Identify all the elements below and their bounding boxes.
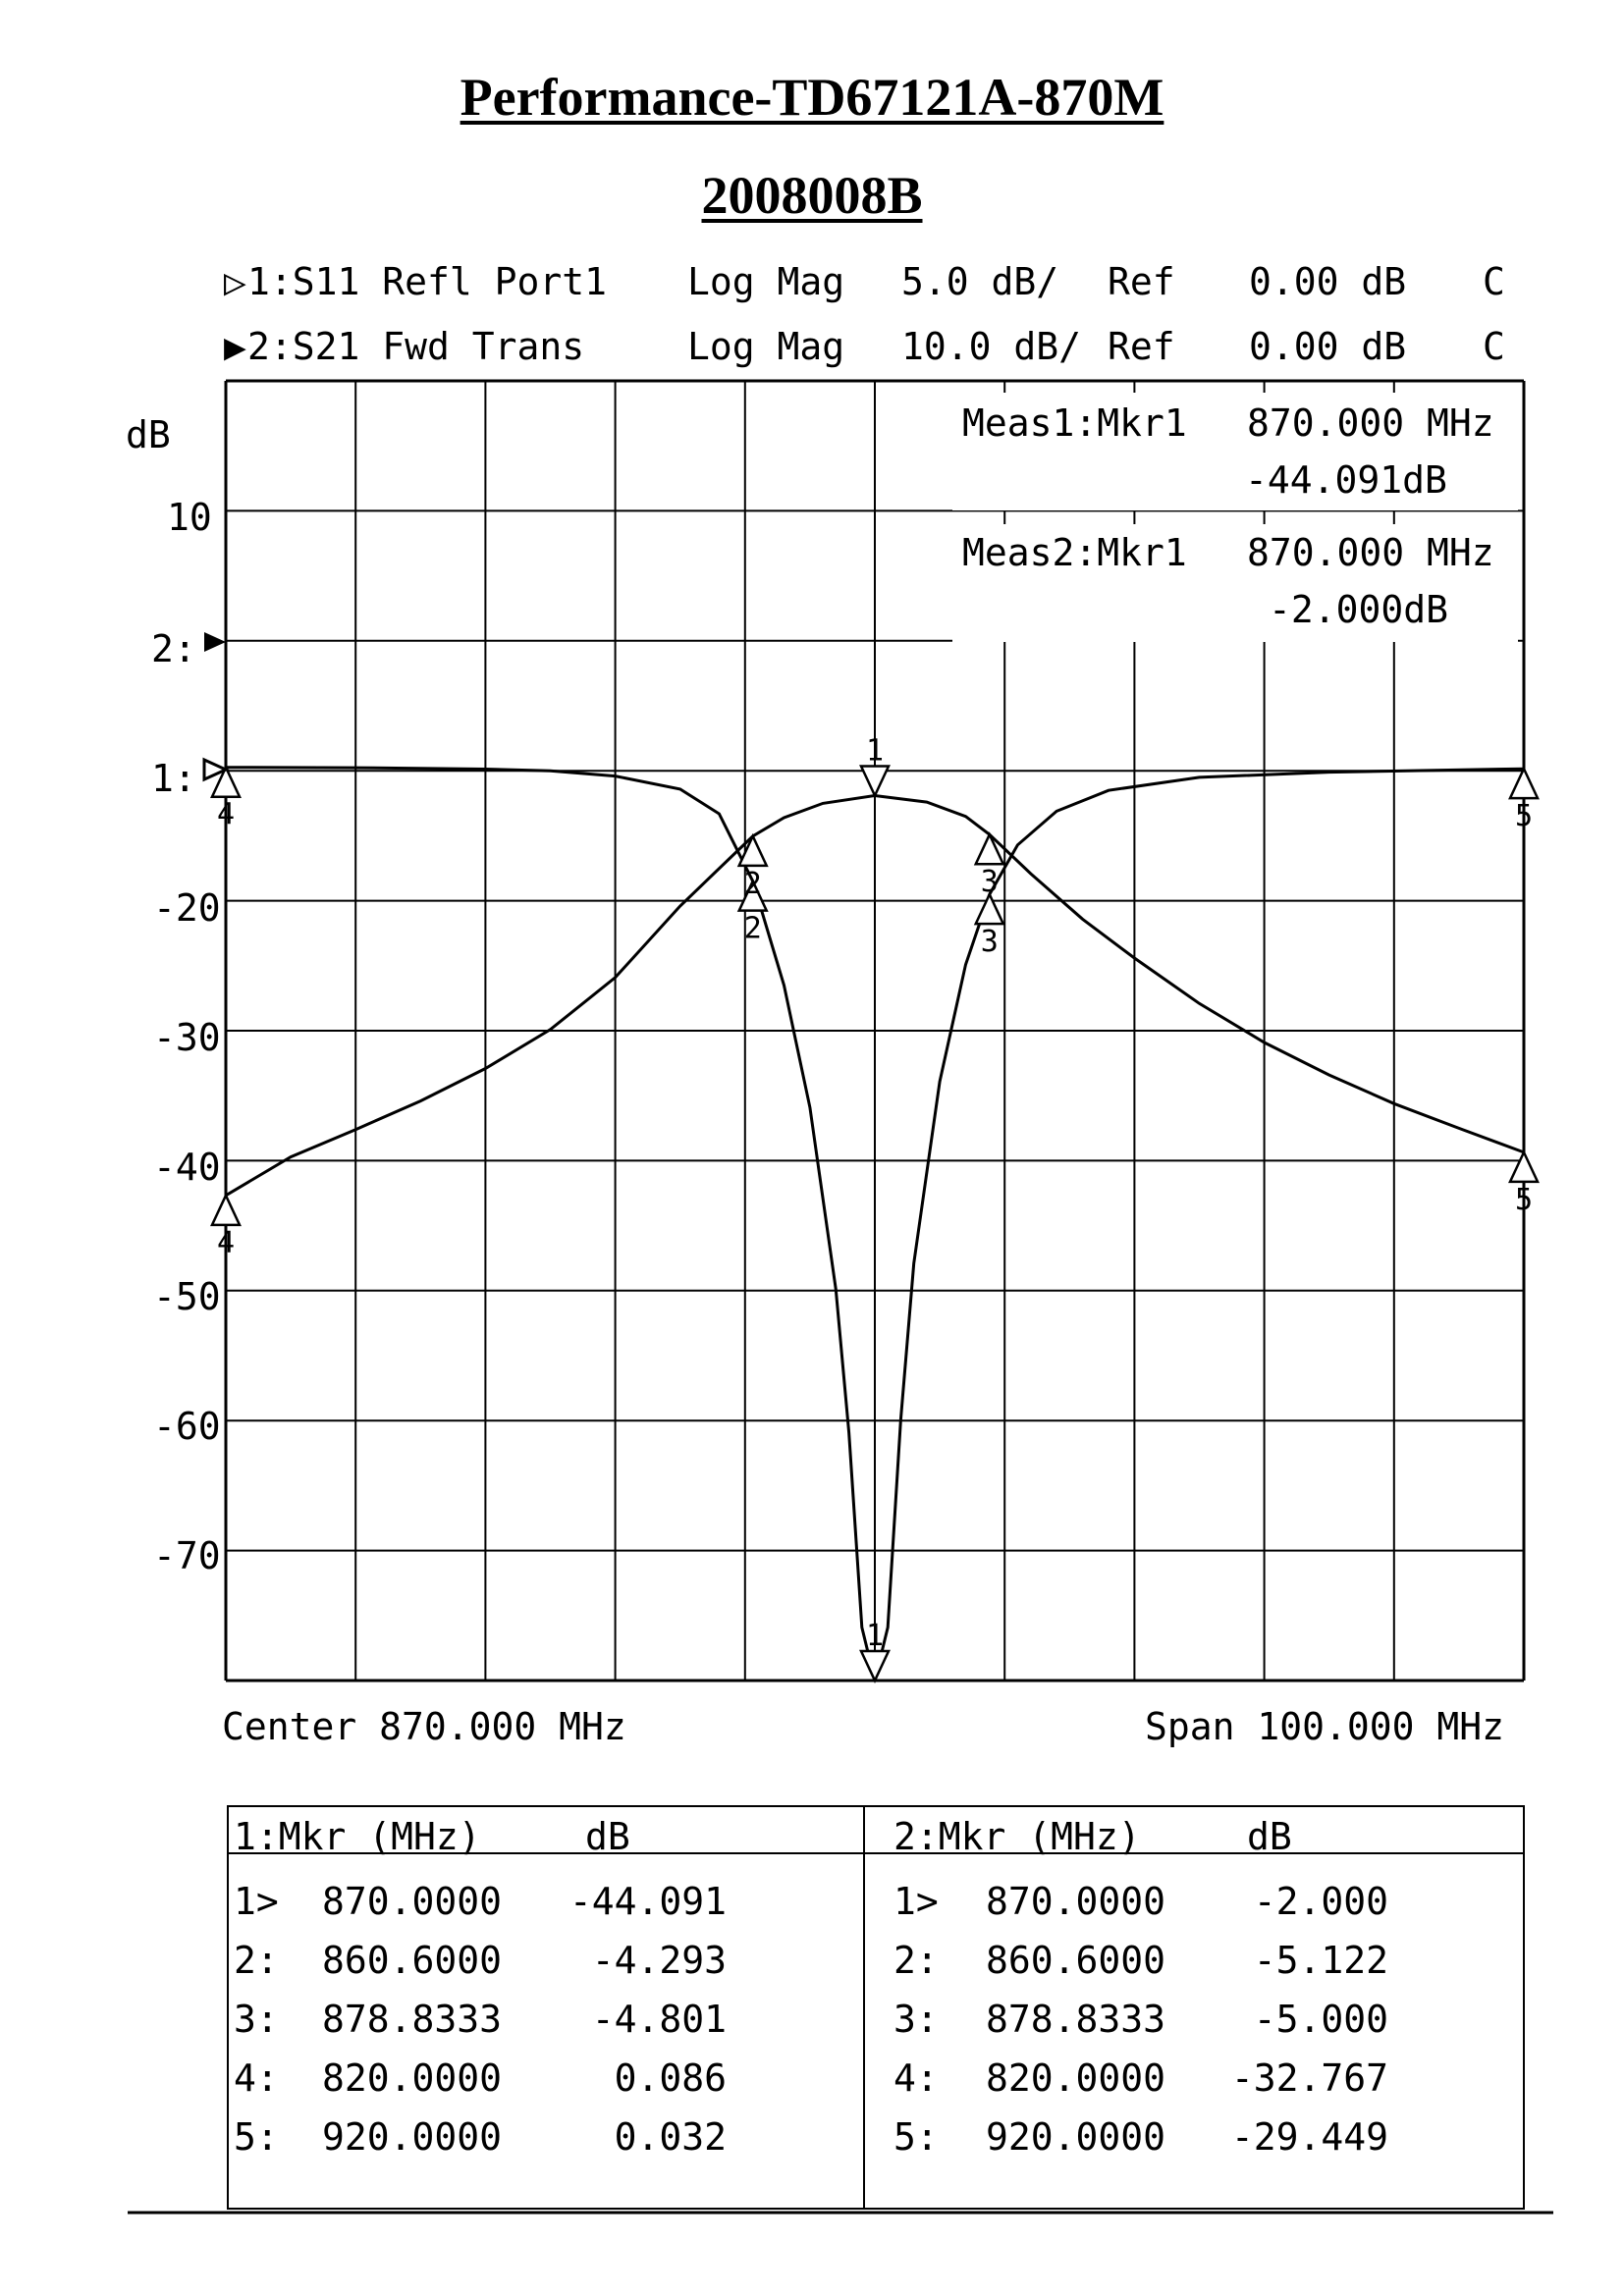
table-1-row-4-freq: 820.0000	[322, 2056, 502, 2100]
meas2-value: -2.000dB	[1269, 588, 1448, 631]
channel-1-ref: 0.00 dB	[1249, 260, 1406, 303]
marker-2-4	[210, 1192, 242, 1227]
table-1-row-4-db: 0.086	[615, 2056, 727, 2100]
channel-2-format: Log Mag	[687, 325, 844, 368]
marker-2-3-label: 3	[981, 865, 999, 899]
table-2-row-5-db: -29.449	[1231, 2115, 1388, 2159]
y-tick-minus-70: -70	[153, 1534, 221, 1577]
table-1-row-4-symbol: 4:	[234, 2056, 279, 2100]
marker-1-4-label: 4	[217, 798, 235, 832]
plot-markers: 1 2 3 4 5 1 2 3 4 5	[210, 733, 1540, 1683]
trace-2	[225, 793, 1525, 1198]
marker-1-5-label: 5	[1515, 799, 1533, 833]
meas2-freq: 870.000 MHz	[1247, 531, 1494, 574]
table-1-row-1-symbol: 1>	[234, 1880, 279, 1923]
marker-2-1-label: 1	[866, 733, 884, 768]
table-1-row-5-symbol: 5:	[234, 2115, 279, 2159]
table-2-row-3-freq: 878.8333	[986, 1998, 1165, 2041]
channel-header-1: ▷ 1:S11 Refl Port1 Log Mag 5.0 dB/ Ref 0…	[224, 260, 1505, 303]
channel-2-name: 2:S21 Fwd Trans	[247, 325, 584, 368]
table-2-row-3-symbol: 3:	[893, 1998, 939, 2041]
y-tick-minus-30: -30	[153, 1016, 221, 1059]
marker-2-2-label: 2	[744, 867, 762, 901]
marker-1-3-label: 3	[981, 925, 999, 959]
table-1-row-2-db: -4.293	[592, 1939, 727, 1982]
marker-1-1	[859, 1649, 891, 1683]
table-1-row-2-freq: 860.6000	[322, 1939, 502, 1982]
meas1-value: -44.091dB	[1245, 458, 1447, 502]
y-tick-10: 10	[167, 496, 212, 539]
center-frequency: Center 870.000 MHz	[222, 1705, 626, 1748]
y-axis-unit: dB	[126, 413, 171, 456]
table-1-row-5-freq: 920.0000	[322, 2115, 502, 2159]
marker-2-4-label: 4	[217, 1226, 235, 1260]
marker-2-5	[1508, 1148, 1540, 1184]
marker-2-5-label: 5	[1515, 1183, 1533, 1217]
channel-1-flag: C	[1483, 260, 1505, 303]
y-tick-minus-20: -20	[153, 886, 221, 930]
table-2-row-5-freq: 920.0000	[986, 2115, 1165, 2159]
table-1-row-1-freq: 870.0000	[322, 1880, 502, 1923]
y-tick-minus-50: -50	[153, 1275, 221, 1318]
ref-marker-1: 1:	[151, 757, 196, 800]
right-table-header-mkr: 2:Mkr (MHz)	[893, 1815, 1141, 1858]
table-1-row-2-symbol: 2:	[234, 1939, 279, 1982]
marker-table: 1:Mkr (MHz) dB 2:Mkr (MHz) dB 1> 870.0000…	[227, 1805, 1525, 2210]
ref-arrow-2-icon	[204, 632, 226, 652]
marker-table-rows: 1> 870.0000 -44.091 2: 860.6000 -4.293 3: 878.8…	[234, 1880, 1388, 2159]
table-2-row-2-symbol: 2:	[893, 1939, 939, 1982]
y-tick-minus-60: -60	[153, 1405, 221, 1448]
table-1-row-5-db: 0.032	[615, 2115, 727, 2159]
channel-1-name: 1:S11 Refl Port1	[247, 260, 607, 303]
marker-1-5	[1508, 766, 1540, 800]
marker-1-1-label: 1	[866, 1619, 884, 1653]
table-2-row-3-db: -5.000	[1254, 1998, 1388, 2041]
table-2-row-1-freq: 870.0000	[986, 1880, 1165, 1923]
channel-2-scale: 10.0 dB/	[901, 325, 1081, 368]
table-2-row-2-db: -5.122	[1254, 1939, 1388, 1982]
ref-marker-2: 2:	[151, 627, 196, 670]
marker-1-2-label: 2	[744, 912, 762, 946]
table-2-row-4-db: -32.767	[1231, 2056, 1388, 2100]
meas-annotation-1: Meas1:Mkr1 870.000 MHz -44.091dB	[952, 393, 1518, 510]
right-table-header-db: dB	[1247, 1815, 1292, 1858]
table-1-row-3-db: -4.801	[592, 1998, 727, 2041]
table-2-row-2-freq: 860.6000	[986, 1939, 1165, 1982]
channel-header-2: ▶ 2:S21 Fwd Trans Log Mag 10.0 dB/ Ref 0…	[224, 325, 1505, 368]
meas1-freq: 870.000 MHz	[1247, 401, 1494, 445]
marker-1-2	[736, 878, 769, 912]
page-title: Performance-TD67121A-870M	[460, 68, 1164, 127]
ref-arrow-1-icon	[202, 757, 230, 782]
channel-2-marker: ▶	[224, 325, 246, 368]
table-2-row-5-symbol: 5:	[893, 2115, 939, 2159]
channel-1-marker: ▷	[224, 260, 246, 303]
table-1-row-3-symbol: 3:	[234, 1998, 279, 2041]
marker-1-4	[210, 764, 242, 798]
marker-2-3	[973, 831, 1005, 866]
page-subtitle: 2008008B	[701, 166, 923, 225]
table-1-row-3-freq: 878.8333	[322, 1998, 502, 2041]
channel-2-ref-label: Ref	[1108, 325, 1175, 368]
meas-annotation-2: Meas2:Mkr1 870.000 MHz -2.000dB	[952, 524, 1518, 642]
left-table-header-db: dB	[585, 1815, 630, 1858]
channel-2-ref: 0.00 dB	[1249, 325, 1406, 368]
meas2-label: Meas2:Mkr1	[962, 531, 1187, 574]
marker-1-3	[973, 891, 1005, 926]
left-table-header-mkr: 1:Mkr (MHz)	[234, 1815, 481, 1858]
table-2-row-4-symbol: 4:	[893, 2056, 939, 2100]
table-2-row-1-symbol: 1>	[893, 1880, 939, 1923]
table-2-row-1-db: -2.000	[1254, 1880, 1388, 1923]
channel-1-ref-label: Ref	[1108, 260, 1175, 303]
table-1-row-1-db: -44.091	[569, 1880, 727, 1923]
span-frequency: Span 100.000 MHz	[1145, 1705, 1504, 1748]
marker-2-1	[859, 765, 891, 799]
channel-1-format: Log Mag	[687, 260, 844, 303]
channel-2-flag: C	[1483, 325, 1505, 368]
channel-1-scale: 5.0 dB/	[901, 260, 1058, 303]
y-tick-minus-40: -40	[153, 1146, 221, 1189]
table-2-row-4-freq: 820.0000	[986, 2056, 1165, 2100]
marker-2-2	[736, 832, 769, 868]
meas1-label: Meas1:Mkr1	[962, 401, 1187, 445]
